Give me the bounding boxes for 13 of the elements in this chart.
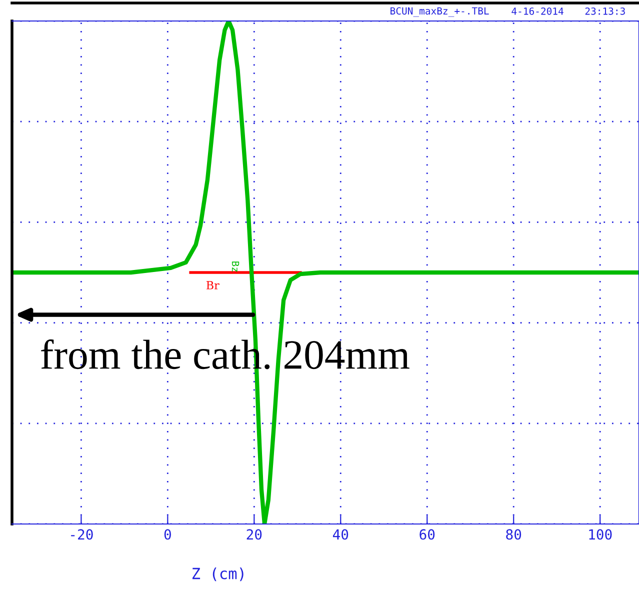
x-tick-label: 80 xyxy=(506,529,522,540)
text: 23:13:3 xyxy=(585,7,625,15)
x-axis-title: Z (cm) xyxy=(192,567,244,582)
text: BCUN_maxBz_+-.TBL xyxy=(390,7,489,17)
x-tick-label: 0 xyxy=(164,529,171,540)
annotation: Br xyxy=(206,281,220,290)
x-tick-label: 100 xyxy=(589,529,612,540)
text: 4-16-2014 xyxy=(512,7,564,15)
annotation: Bz xyxy=(232,262,240,272)
x-tick-label: -20 xyxy=(71,529,93,540)
x-tick-label: 60 xyxy=(420,529,435,540)
x-tick-label: 20 xyxy=(246,529,262,540)
x-tick-label: 40 xyxy=(332,529,348,540)
